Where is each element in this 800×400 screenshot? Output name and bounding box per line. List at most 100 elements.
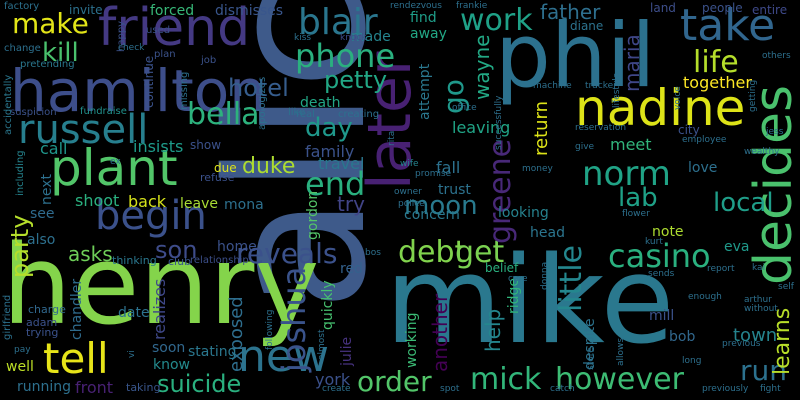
cloud-word: however <box>555 362 684 397</box>
cloud-word: change <box>4 43 41 54</box>
cloud-word: julie <box>339 336 355 366</box>
cloud-word: machine <box>533 81 572 91</box>
cloud-word: refuse <box>200 171 235 184</box>
cloud-word: bos <box>365 248 381 258</box>
cloud-word: ex <box>110 157 121 167</box>
cloud-word: dismisses <box>215 3 284 19</box>
cloud-word: wealthy <box>744 147 780 157</box>
cloud-word: kill <box>42 38 79 68</box>
cloud-word: show <box>190 138 222 152</box>
cloud-word: greene <box>483 138 518 244</box>
cloud-word: donna <box>540 261 550 290</box>
cloud-word: girlfriend <box>2 294 13 340</box>
cloud-word: casino <box>608 237 711 275</box>
cloud-word: factory <box>4 1 40 12</box>
cloud-word: owner <box>394 187 422 197</box>
cloud-word: note <box>652 224 684 240</box>
cloud-word: charge <box>28 303 66 316</box>
cloud-word: kai <box>752 263 766 273</box>
cloud-word: reveals <box>236 237 338 270</box>
cloud-word: trying <box>26 326 59 339</box>
cloud-word: quickly <box>320 280 336 330</box>
cloud-word: rendezvous <box>390 1 442 11</box>
cloud-word: next <box>39 173 55 205</box>
cloud-word: help <box>481 308 505 352</box>
cloud-word: office <box>452 103 477 113</box>
cloud-word: new <box>238 331 329 382</box>
cloud-word: back <box>128 192 167 211</box>
cloud-word: call <box>40 139 68 158</box>
cloud-word: chandler <box>69 278 85 340</box>
cloud-word: duke <box>242 154 296 179</box>
cloud-word: promise <box>415 169 452 179</box>
cloud-word: running <box>17 379 72 395</box>
cloud-word: plant <box>50 139 178 197</box>
cloud-word: create <box>322 384 351 394</box>
cloud-word: tracker <box>585 81 617 91</box>
cloud-word: previous <box>722 339 761 349</box>
cloud-word: another <box>428 293 452 372</box>
cloud-word: catch <box>550 384 575 394</box>
cloud-word: hotel <box>228 74 289 102</box>
cloud-word: return <box>531 100 552 156</box>
cloud-word: care <box>508 274 528 284</box>
cloud-word: jess <box>766 127 784 137</box>
cloud-word: adam <box>26 316 58 329</box>
cloud-word: family <box>305 142 355 161</box>
cloud-word: accidentally <box>3 74 14 135</box>
cloud-word: almost <box>317 329 327 360</box>
cloud-word: travel <box>318 154 365 173</box>
cloud-word: friend <box>98 0 251 58</box>
cloud-word: end <box>305 165 366 203</box>
cloud-word: asks <box>68 242 113 266</box>
cloud-word: stating <box>188 344 237 360</box>
cloud-word: relationship <box>190 255 249 266</box>
cloud-word: realizes <box>150 278 169 340</box>
cloud-word: allows <box>616 337 626 366</box>
cloud-word: order <box>357 365 432 398</box>
cloud-word: store <box>586 347 596 370</box>
cloud-word: kurt <box>645 237 663 247</box>
cloud-word: date <box>118 305 150 321</box>
cloud-word: looking <box>498 205 549 221</box>
cloud-word: kiss <box>294 33 312 43</box>
cloud-word: red <box>340 261 363 277</box>
cloud-word: give <box>575 142 595 152</box>
cloud-word: son <box>155 236 198 264</box>
cloud-word: without <box>744 304 778 314</box>
cloud-word: like <box>288 107 306 118</box>
cloud-word: life <box>693 45 739 80</box>
cloud-word: russell <box>18 107 149 153</box>
cloud-word: meet <box>610 135 652 154</box>
cloud-word: made <box>351 29 391 45</box>
cloud-word: gordon <box>305 190 321 240</box>
cloud-word: head <box>530 225 565 241</box>
cloud-word: exposed <box>226 296 247 372</box>
cloud-word: trust <box>438 182 471 198</box>
cloud-word: land <box>650 1 676 15</box>
cloud-word: city <box>678 123 700 137</box>
cloud-word: creating <box>338 109 380 120</box>
cloud-word: fall <box>436 158 461 177</box>
cloud-word: petty <box>324 66 388 94</box>
cloud-word: maria <box>620 34 644 92</box>
cloud-word: flower <box>622 209 650 219</box>
cloud-word: blair <box>298 2 378 43</box>
cloud-word: self <box>778 282 794 292</box>
cloud-word: know <box>153 357 190 373</box>
cloud-word: long <box>682 356 702 366</box>
cloud-word: tell <box>43 334 109 383</box>
cloud-word: moon <box>404 191 478 221</box>
cloud-word: fundraise <box>80 106 127 117</box>
cloud-word: forced <box>150 3 195 19</box>
cloud-word: fight <box>760 384 781 394</box>
cloud-word: continue <box>142 55 156 108</box>
cloud-word: day <box>305 113 353 143</box>
cloud-word: thinking <box>112 254 157 267</box>
cloud-word: check <box>118 43 145 53</box>
cloud-word: vi <box>127 350 137 358</box>
cloud-word: wife <box>400 159 419 169</box>
cloud-word: report <box>707 264 735 274</box>
cloud-word: find <box>410 10 437 26</box>
